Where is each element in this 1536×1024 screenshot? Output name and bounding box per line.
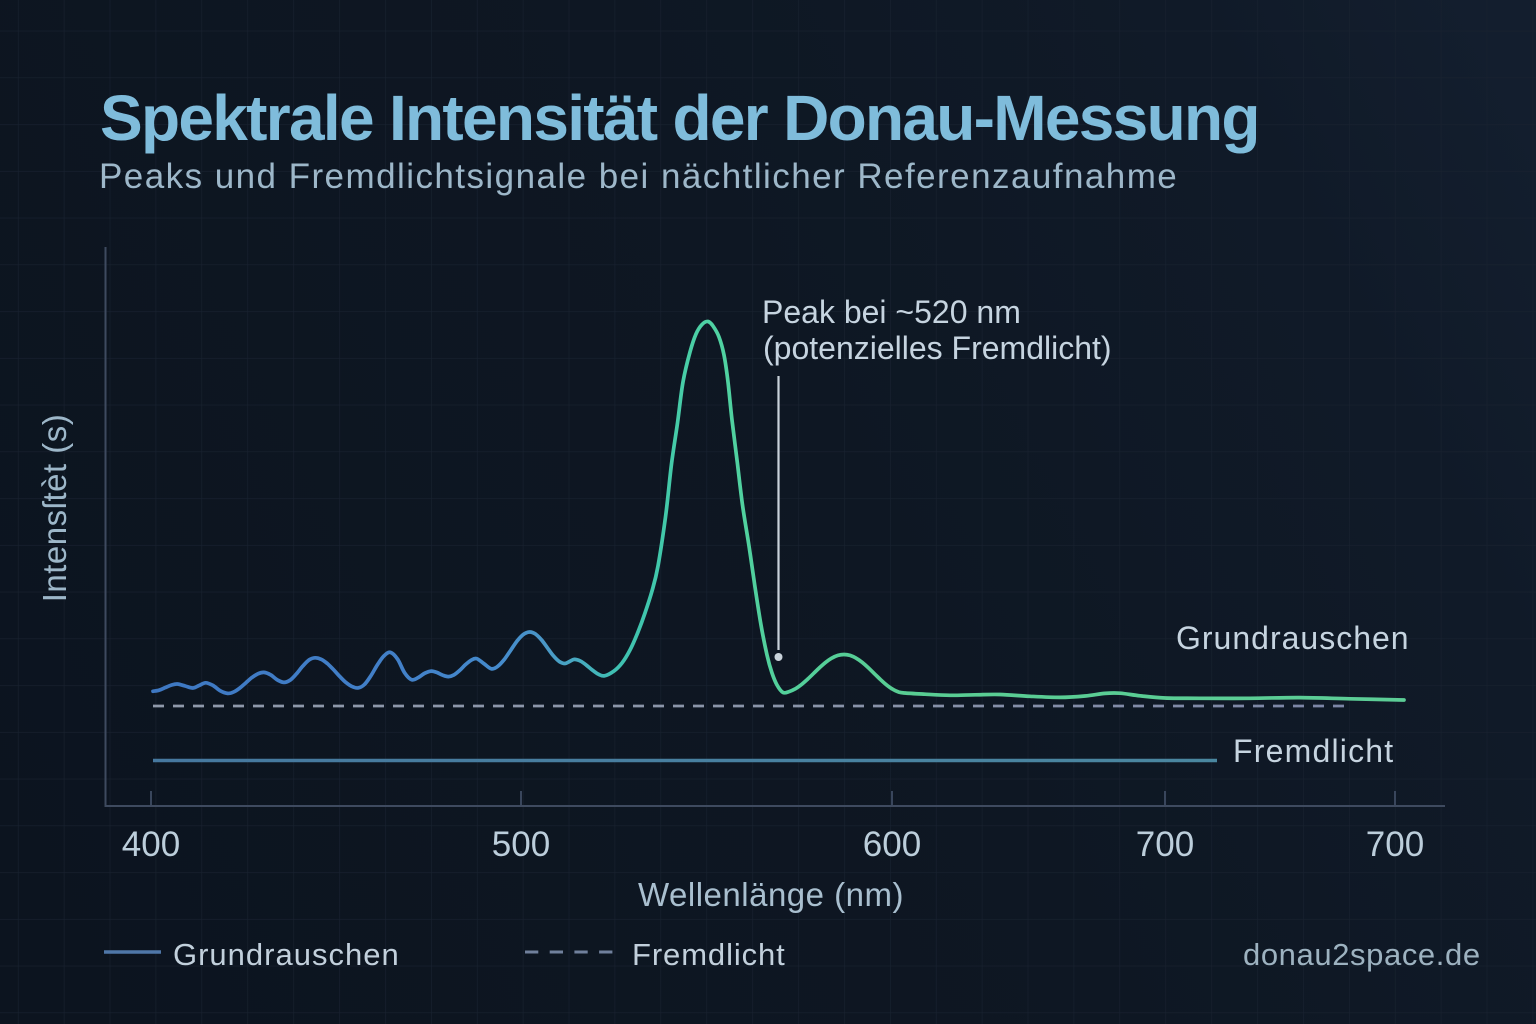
svg-text:Peak bei ~520 nm: Peak bei ~520 nm — [762, 294, 1021, 330]
svg-text:Intensſtèt (s): Intensſtèt (s) — [36, 414, 73, 603]
svg-text:donau2space.de: donau2space.de — [1243, 937, 1481, 972]
svg-text:Fremdlicht: Fremdlicht — [1233, 733, 1394, 769]
svg-text:Peaks und Fremdlichtsignale be: Peaks und Fremdlichtsignale bei nächtlic… — [99, 157, 1178, 196]
svg-text:700: 700 — [1136, 825, 1194, 864]
svg-text:600: 600 — [863, 825, 921, 864]
svg-text:Spektrale Intensität der Donau: Spektrale Intensität der Donau-Messung — [100, 82, 1259, 154]
svg-text:Wellenlänge (nm): Wellenlänge (nm) — [638, 876, 904, 913]
svg-text:400: 400 — [122, 825, 180, 864]
svg-text:(potenzielles Fremdlicht): (potenzielles Fremdlicht) — [763, 330, 1112, 366]
svg-text:700: 700 — [1366, 825, 1424, 864]
svg-text:500: 500 — [492, 825, 550, 864]
svg-text:Grundrauschen: Grundrauschen — [173, 937, 400, 972]
svg-text:Fremdlicht: Fremdlicht — [632, 937, 786, 972]
svg-text:Grundrauschen: Grundrauschen — [1176, 620, 1410, 656]
